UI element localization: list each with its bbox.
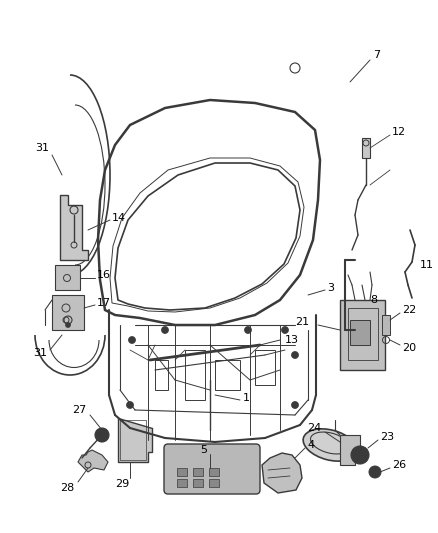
Polygon shape: [193, 479, 203, 487]
Text: 7: 7: [373, 50, 380, 60]
Text: 1: 1: [243, 393, 250, 403]
Text: 29: 29: [115, 479, 129, 489]
Circle shape: [282, 327, 289, 334]
Text: 28: 28: [60, 483, 74, 493]
Polygon shape: [350, 320, 370, 345]
Circle shape: [128, 336, 135, 343]
Ellipse shape: [303, 429, 357, 461]
Polygon shape: [340, 435, 360, 465]
Text: 8: 8: [370, 295, 377, 305]
Polygon shape: [193, 468, 203, 476]
Text: 17: 17: [97, 298, 111, 308]
Polygon shape: [340, 300, 385, 370]
Polygon shape: [362, 138, 370, 158]
Circle shape: [95, 428, 109, 442]
Text: 22: 22: [402, 305, 416, 315]
Circle shape: [358, 453, 362, 457]
Circle shape: [369, 466, 381, 478]
Text: 12: 12: [392, 127, 406, 137]
Circle shape: [351, 446, 369, 464]
Circle shape: [66, 322, 71, 327]
Text: 16: 16: [97, 270, 111, 280]
Polygon shape: [177, 479, 187, 487]
Polygon shape: [209, 468, 219, 476]
Text: 3: 3: [327, 283, 334, 293]
FancyBboxPatch shape: [164, 444, 260, 494]
Polygon shape: [78, 450, 108, 472]
Text: 11: 11: [420, 260, 434, 270]
Text: 20: 20: [402, 343, 416, 353]
Circle shape: [292, 401, 299, 408]
Polygon shape: [177, 468, 187, 476]
Circle shape: [244, 327, 251, 334]
Polygon shape: [262, 453, 302, 493]
Text: 24: 24: [307, 423, 321, 433]
Polygon shape: [382, 315, 390, 335]
Polygon shape: [52, 295, 84, 330]
Text: 23: 23: [380, 432, 394, 442]
Circle shape: [162, 327, 169, 334]
Text: 31: 31: [33, 348, 47, 358]
Text: 21: 21: [295, 317, 309, 327]
Polygon shape: [55, 265, 80, 290]
Text: 31: 31: [35, 143, 49, 153]
Text: 4: 4: [307, 440, 314, 450]
Circle shape: [127, 401, 134, 408]
Polygon shape: [118, 418, 152, 462]
Text: 13: 13: [285, 335, 299, 345]
Circle shape: [292, 351, 299, 359]
Polygon shape: [209, 479, 219, 487]
Text: 27: 27: [72, 405, 86, 415]
Text: 14: 14: [112, 213, 126, 223]
Polygon shape: [60, 195, 88, 260]
Text: 26: 26: [392, 460, 406, 470]
Text: 5: 5: [200, 445, 207, 455]
